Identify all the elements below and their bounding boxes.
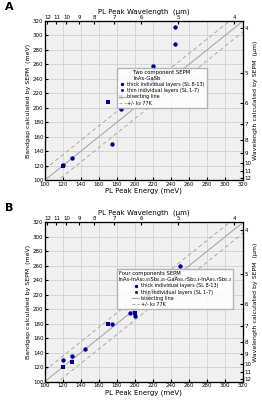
Point (146, 292, 150, 298)
Point (70, 353, 74, 360)
Y-axis label: Wavelength calculated by SEPM  (μm): Wavelength calculated by SEPM (μm) (253, 41, 258, 160)
Point (151, 63, 155, 69)
Point (128, 310, 133, 316)
Point (70, 155, 74, 162)
Point (178, 262, 182, 269)
Y-axis label: Bandgap calculated by SEPM  (meV): Bandgap calculated by SEPM (meV) (26, 44, 31, 158)
Point (151, 77, 155, 84)
Point (110, 141, 114, 147)
Point (173, 274, 178, 280)
Point (151, 288, 155, 294)
Point (106, 320, 110, 327)
Point (61, 364, 65, 370)
Point (133, 310, 137, 316)
X-axis label: PL Peak Energy (meV): PL Peak Energy (meV) (106, 188, 182, 194)
Point (119, 94, 123, 100)
X-axis label: PL Peak Energy (meV): PL Peak Energy (meV) (106, 389, 182, 396)
Legend: thick individual layers (SL 8-13), thin individual layers (SL 1-7), bisecting li: thick individual layers (SL 8-13), thin … (117, 269, 233, 309)
X-axis label: PL Peak Wavelength  (μm): PL Peak Wavelength (μm) (98, 8, 190, 15)
Point (70, 359, 74, 365)
Point (173, 41, 178, 47)
X-axis label: PL Peak Wavelength  (μm): PL Peak Wavelength (μm) (98, 210, 190, 216)
Legend: thick individual layers (SL 8-13), thin individual layers (SL 1-7), bisecting li: thick individual layers (SL 8-13), thin … (117, 68, 207, 108)
Point (61, 162, 65, 169)
Point (119, 106, 123, 112)
Y-axis label: Bandgap calculated by SEPM  (meV): Bandgap calculated by SEPM (meV) (26, 245, 31, 359)
Point (133, 313, 137, 320)
Y-axis label: Wavelength calculated by SEPM  (μm): Wavelength calculated by SEPM (μm) (253, 242, 258, 362)
Point (151, 79, 155, 86)
Text: B: B (5, 203, 14, 213)
Point (61, 162, 65, 168)
Point (110, 320, 114, 327)
Point (83, 346, 88, 352)
Point (173, 24, 178, 30)
Point (61, 357, 65, 363)
Point (106, 99, 110, 105)
Text: A: A (5, 2, 14, 12)
